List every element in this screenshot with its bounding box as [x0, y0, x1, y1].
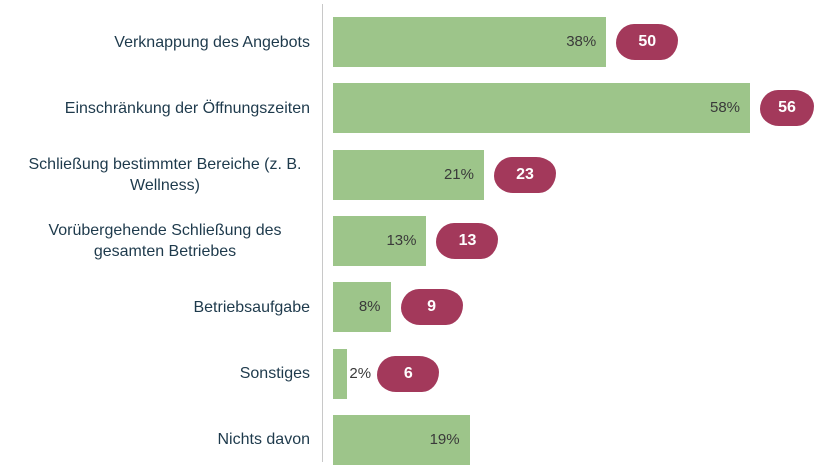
category-text: Schließung bestimmter Bereiche (z. B. We…: [28, 155, 302, 194]
badge: 9: [400, 289, 463, 326]
value-label: 58%: [710, 99, 741, 117]
category-text: Vorübergehende Schließung des gesamten B…: [48, 221, 282, 260]
bar: [333, 83, 751, 134]
axis-line: [322, 4, 323, 462]
bar: [333, 215, 427, 266]
category-text: Einschränkung der Öffnungszeiten: [64, 99, 310, 117]
category-label: Nichts davon: [20, 412, 311, 468]
category-text: Sonstiges: [239, 365, 310, 382]
badge: 50: [616, 24, 679, 60]
bar: [333, 149, 484, 200]
category-text: Verknappung des Angebots: [114, 33, 310, 51]
value-label: 8%: [358, 298, 381, 316]
category-label: Sonstiges: [20, 346, 310, 402]
category-text: Betriebsaufgabe: [193, 298, 310, 316]
category-label: Verknappung des Angebots: [20, 14, 310, 70]
value-label: 13%: [386, 231, 417, 249]
bar: [333, 414, 470, 465]
category-label: Vorübergehende Schließung des gesamten B…: [20, 213, 310, 269]
bar: [333, 282, 391, 333]
category-text: Nichts davon: [217, 431, 311, 449]
category-label: Betriebsaufgabe: [20, 279, 310, 335]
category-label: Schließung bestimmter Bereiche (z. B. We…: [20, 147, 310, 203]
value-label: 2%: [349, 364, 372, 382]
badge: 56: [760, 90, 814, 127]
badge: 6: [377, 355, 440, 392]
badge: 13: [436, 222, 499, 259]
bar: [333, 17, 607, 67]
value-label: 19%: [429, 430, 460, 448]
badge: 23: [493, 156, 556, 193]
bar: [333, 348, 348, 399]
category-label: Einschränkung der Öffnungszeiten: [20, 80, 310, 136]
value-label: 38%: [566, 33, 597, 50]
value-label: 21%: [443, 165, 474, 183]
